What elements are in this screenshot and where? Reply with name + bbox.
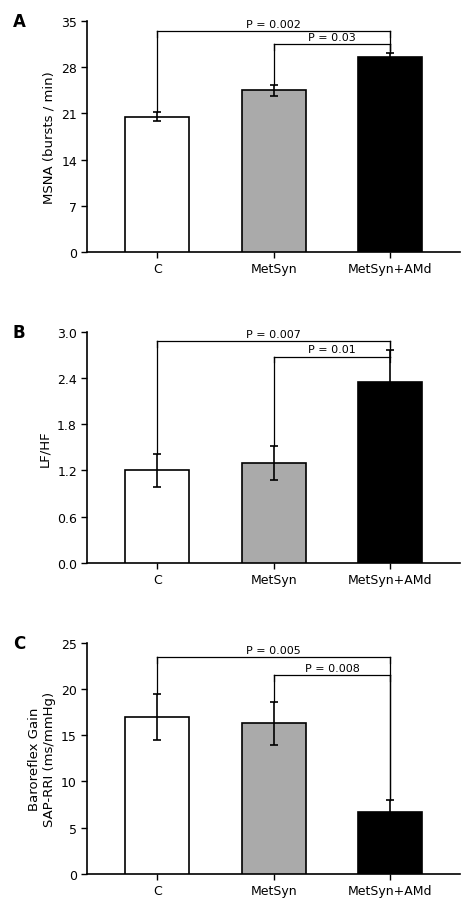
Bar [242,91,306,252]
Bar [125,118,189,252]
Y-axis label: LF/HF: LF/HF [38,430,51,466]
Bar [358,383,422,563]
Bar [242,464,306,563]
Text: P = 0.007: P = 0.007 [246,330,301,340]
Bar [358,58,422,252]
Bar [242,723,306,874]
Text: P = 0.002: P = 0.002 [246,20,301,30]
Text: C: C [13,634,25,652]
Bar [358,812,422,874]
Text: A: A [13,13,26,31]
Text: P = 0.03: P = 0.03 [308,33,356,43]
Bar [125,471,189,563]
Bar [125,717,189,874]
Text: P = 0.008: P = 0.008 [304,663,359,673]
Text: B: B [13,323,26,342]
Text: P = 0.005: P = 0.005 [246,645,301,655]
Y-axis label: MSNA (bursts / min): MSNA (bursts / min) [43,71,55,204]
Y-axis label: Baroreflex Gain
SAP-RRI (ms/mmHg): Baroreflex Gain SAP-RRI (ms/mmHg) [27,691,55,826]
Text: P = 0.01: P = 0.01 [308,345,356,355]
